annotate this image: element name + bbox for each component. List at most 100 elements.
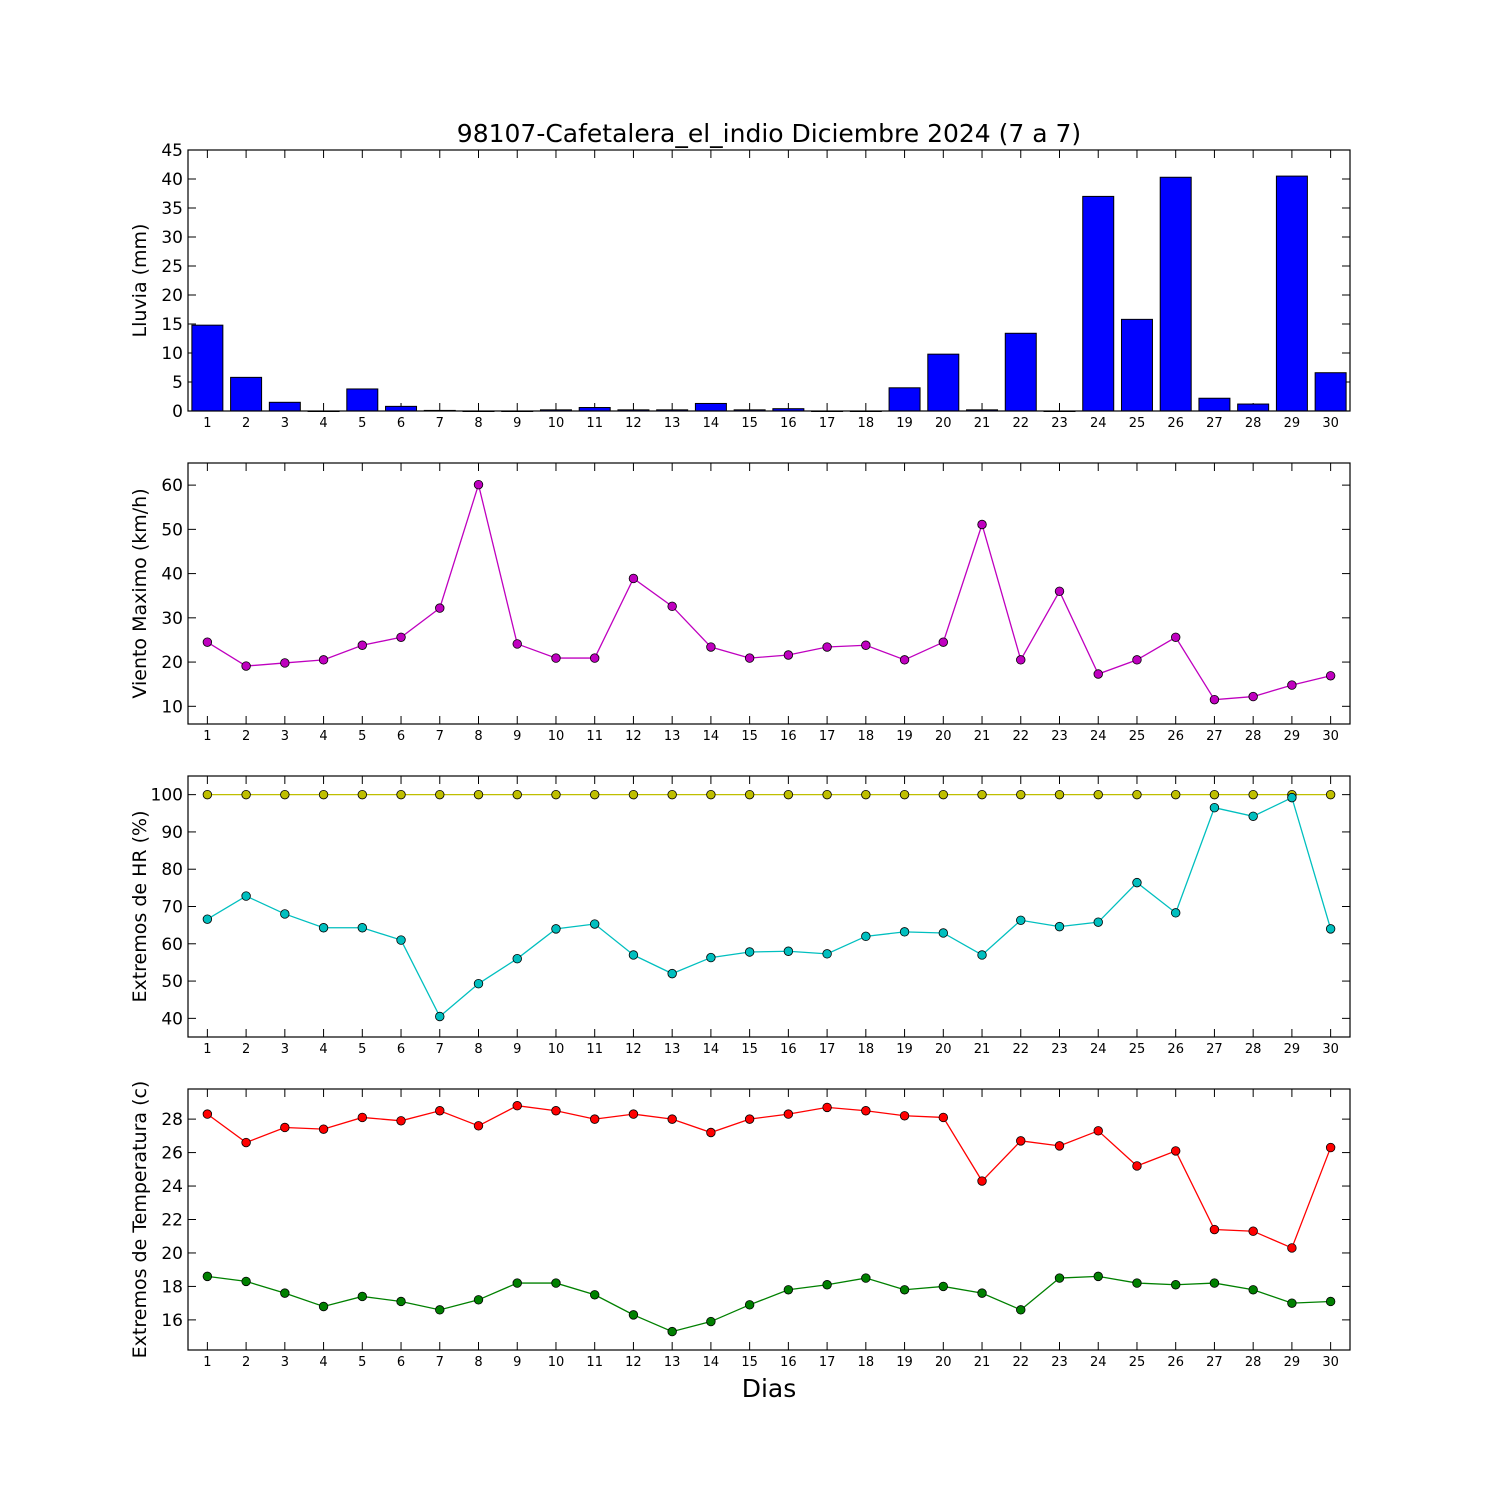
data-point bbox=[551, 653, 561, 663]
x-tick-label: 30 bbox=[1322, 1355, 1339, 1370]
data-point bbox=[628, 1109, 639, 1119]
data-point bbox=[1287, 792, 1297, 803]
data-point bbox=[357, 789, 368, 800]
data-point bbox=[783, 1109, 794, 1119]
x-tick-label: 25 bbox=[1129, 1355, 1146, 1370]
data-point bbox=[667, 968, 677, 979]
x-tick-label: 26 bbox=[1167, 1355, 1184, 1370]
data-point bbox=[473, 479, 484, 490]
data-point bbox=[861, 931, 871, 942]
data-point bbox=[899, 927, 910, 937]
x-tick-label: 19 bbox=[896, 729, 913, 744]
data-point bbox=[590, 1290, 600, 1300]
x-tick-label: 11 bbox=[586, 729, 603, 744]
data-point bbox=[938, 1281, 949, 1292]
x-tick-label: 10 bbox=[548, 1042, 565, 1057]
y-axis-label: Lluvia (mm) bbox=[129, 224, 151, 338]
x-tick-label: 6 bbox=[397, 416, 405, 431]
y-tick-label: 5 bbox=[172, 373, 183, 393]
y-tick-label: 50 bbox=[161, 520, 183, 540]
x-tick-label: 1 bbox=[203, 1042, 211, 1057]
data-point bbox=[1054, 789, 1065, 800]
x-tick-label: 8 bbox=[474, 1042, 482, 1057]
x-tick-label: 1 bbox=[203, 416, 211, 431]
axes-frame bbox=[187, 1088, 1351, 1351]
data-point bbox=[667, 1114, 677, 1124]
x-tick-label: 9 bbox=[513, 1355, 521, 1370]
data-point bbox=[357, 1112, 368, 1123]
data-point bbox=[435, 1305, 445, 1315]
x-tick-label: 5 bbox=[358, 1355, 366, 1370]
x-tick-label: 20 bbox=[935, 729, 952, 744]
data-point bbox=[202, 637, 213, 647]
x-tick-label: 6 bbox=[397, 1355, 405, 1370]
data-point bbox=[590, 789, 600, 800]
x-tick-label: 2 bbox=[242, 416, 250, 431]
x-tick-label: 25 bbox=[1129, 1042, 1146, 1057]
data-point bbox=[1170, 1146, 1181, 1156]
x-tick-label: 12 bbox=[625, 1355, 642, 1370]
x-tick-label: 3 bbox=[281, 416, 289, 431]
data-point bbox=[512, 789, 522, 800]
x-tick-label: 16 bbox=[780, 1355, 797, 1370]
x-tick-label: 10 bbox=[548, 729, 565, 744]
x-tick-label: 24 bbox=[1090, 1042, 1107, 1057]
data-point bbox=[202, 789, 213, 800]
x-tick-label: 3 bbox=[281, 1355, 289, 1370]
data-point bbox=[241, 1276, 251, 1287]
data-point bbox=[1132, 1161, 1142, 1171]
x-tick-label: 1 bbox=[203, 729, 211, 744]
rain-bar bbox=[1159, 176, 1192, 412]
y-tick-label: 22 bbox=[161, 1211, 183, 1231]
data-point bbox=[318, 1124, 329, 1134]
data-point bbox=[744, 1114, 755, 1124]
data-point bbox=[706, 1316, 716, 1327]
data-point bbox=[1016, 655, 1026, 665]
x-tick-label: 26 bbox=[1167, 1042, 1184, 1057]
data-point bbox=[241, 789, 251, 800]
x-tick-label: 24 bbox=[1090, 729, 1107, 744]
x-tick-label: 15 bbox=[741, 1042, 758, 1057]
data-point bbox=[783, 789, 794, 800]
data-point bbox=[1132, 877, 1142, 888]
data-point bbox=[1170, 789, 1181, 800]
x-tick-label: 22 bbox=[1012, 729, 1029, 744]
x-tick-label: 10 bbox=[548, 416, 565, 431]
x-tick-label: 29 bbox=[1284, 729, 1301, 744]
data-point bbox=[1093, 789, 1103, 800]
x-tick-label: 2 bbox=[242, 1042, 250, 1057]
data-point bbox=[783, 1285, 794, 1295]
y-tick-label: 16 bbox=[161, 1311, 183, 1331]
y-tick-label: 35 bbox=[161, 199, 183, 219]
x-tick-label: 5 bbox=[358, 416, 366, 431]
data-point bbox=[1093, 1271, 1103, 1282]
x-tick-label: 2 bbox=[242, 729, 250, 744]
y-tick-label: 60 bbox=[161, 476, 183, 496]
x-tick-label: 7 bbox=[436, 416, 444, 431]
y-tick-label: 10 bbox=[161, 344, 183, 364]
x-tick-label: 15 bbox=[741, 729, 758, 744]
data-point bbox=[473, 789, 484, 800]
data-point bbox=[706, 952, 716, 963]
y-tick-label: 25 bbox=[161, 257, 183, 277]
series-line-1 bbox=[207, 482, 1331, 701]
data-point bbox=[1170, 908, 1181, 918]
rain-bar bbox=[230, 376, 263, 412]
data-point bbox=[1132, 655, 1142, 665]
x-tick-label: 23 bbox=[1051, 729, 1068, 744]
data-point bbox=[551, 1278, 561, 1288]
data-point bbox=[1209, 1278, 1220, 1288]
data-point bbox=[280, 1122, 290, 1133]
data-point bbox=[1209, 789, 1220, 800]
rain-bar bbox=[1004, 332, 1037, 412]
y-tick-label: 60 bbox=[161, 935, 183, 955]
data-point bbox=[667, 1326, 677, 1337]
rain-bar bbox=[1314, 372, 1347, 412]
data-point bbox=[590, 653, 600, 663]
x-tick-label: 4 bbox=[319, 729, 327, 744]
x-tick-label: 11 bbox=[586, 1355, 603, 1370]
data-point bbox=[1248, 811, 1258, 821]
